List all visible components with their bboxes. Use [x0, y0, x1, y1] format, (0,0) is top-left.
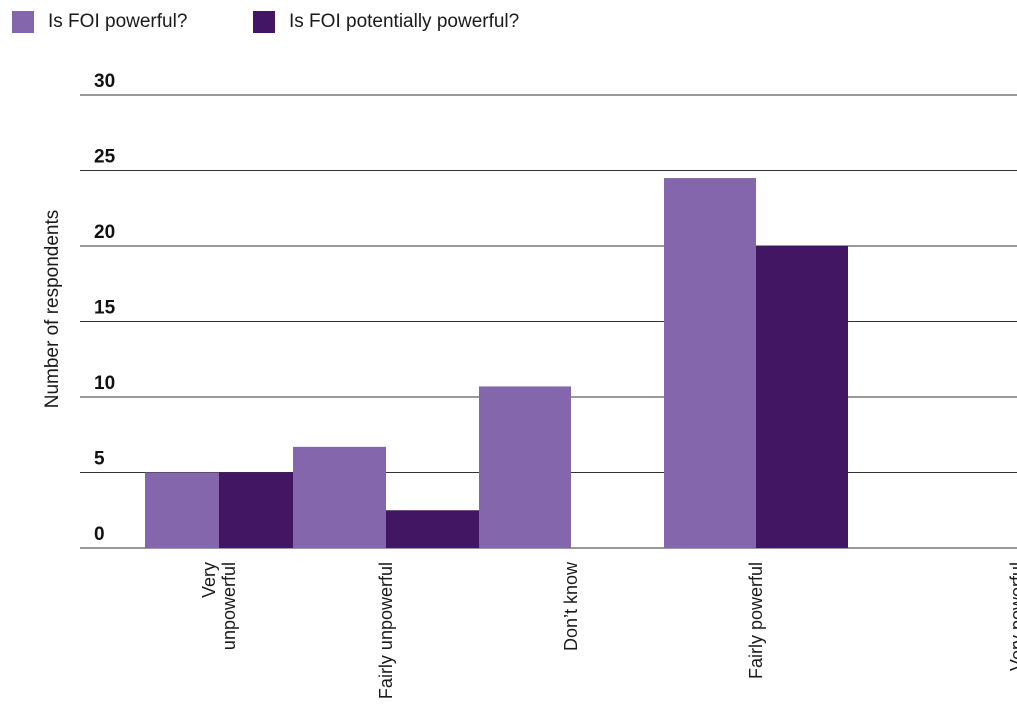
- legend-item-potentially-powerful: Is FOI potentially powerful?: [253, 10, 519, 34]
- y-tick-label: 30: [94, 71, 115, 92]
- y-tick-label: 15: [94, 298, 116, 319]
- category-label: Fairly powerful: [746, 562, 766, 679]
- legend-swatch-powerful: [12, 11, 34, 33]
- category-label-line: Very: [199, 562, 219, 598]
- legend-item-powerful: Is FOI powerful?: [12, 10, 187, 34]
- category-label-line: Very powerful: [1007, 562, 1017, 671]
- bars: [145, 178, 848, 549]
- category-label: Fairly unpowerful: [376, 562, 396, 699]
- category-label: Veryunpowerful: [199, 562, 239, 650]
- y-tick-label: 0: [94, 524, 105, 545]
- category-label-line: Fairly powerful: [746, 562, 766, 679]
- bar-powerful-2: [479, 386, 571, 548]
- category-label-line: unpowerful: [219, 562, 239, 650]
- y-tick-labels: 0 5 10 15 20 25 30: [94, 71, 116, 545]
- bar-powerful-3: [664, 178, 756, 549]
- bar-powerful-0: [145, 472, 219, 548]
- category-label: Don’t know: [561, 561, 581, 651]
- category-label-line: Fairly unpowerful: [376, 562, 396, 699]
- bar-potentially-powerful-0: [219, 472, 293, 548]
- gridlines: [80, 94, 1017, 549]
- bar-potentially-powerful-3: [756, 246, 848, 548]
- bar-potentially-powerful-1: [386, 510, 479, 548]
- y-axis-title: Number of respondents: [42, 210, 63, 409]
- legend-swatch-potentially-powerful: [253, 11, 275, 33]
- y-tick-label: 20: [94, 222, 115, 243]
- bar-powerful-1: [293, 446, 386, 548]
- legend-label-potentially-powerful: Is FOI potentially powerful?: [289, 11, 520, 32]
- y-tick-label: 10: [94, 373, 115, 394]
- category-label: Very powerful: [1007, 562, 1017, 671]
- legend-label-powerful: Is FOI powerful?: [48, 11, 188, 32]
- category-label-line: Don’t know: [561, 561, 581, 651]
- y-tick-label: 5: [94, 449, 105, 470]
- y-tick-label: 25: [94, 147, 116, 168]
- category-labels: Veryunpowerful Fairly unpowerful Don’t kno…: [199, 561, 1017, 699]
